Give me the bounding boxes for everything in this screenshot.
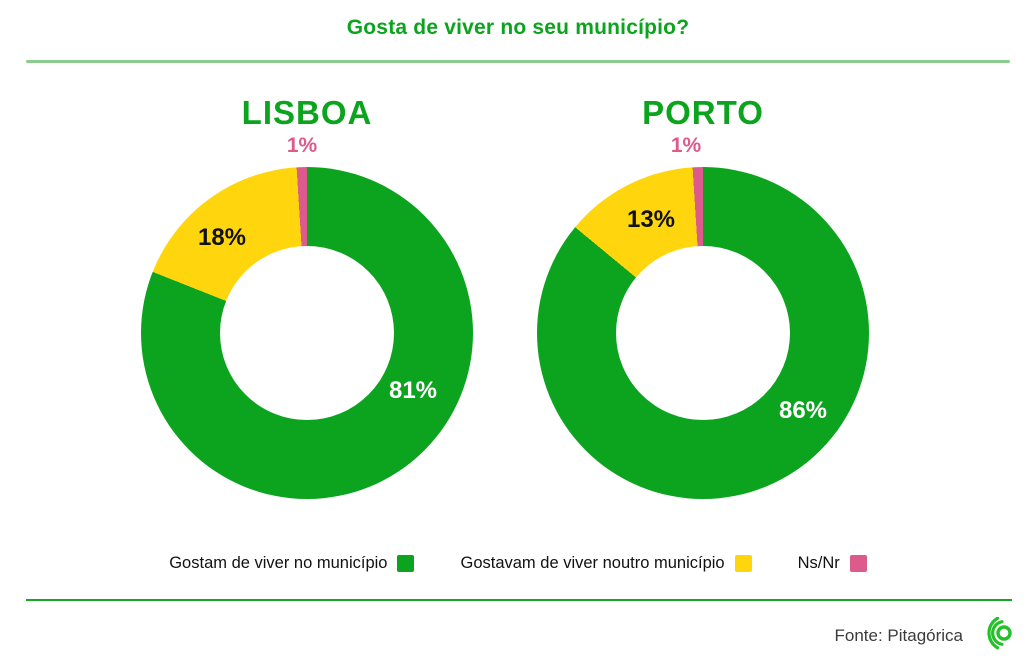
nsnr-callout-lisboa: 1% — [286, 134, 318, 157]
slice-label-yellow-lisboa: 18% — [197, 224, 247, 251]
pitagorica-logo-icon — [987, 617, 1012, 650]
nsnr-callout-porto: 1% — [670, 134, 702, 157]
donut-hole — [220, 246, 394, 420]
legend-label: Gostam de viver no município — [169, 554, 388, 572]
legend-swatch-pink-icon — [849, 555, 867, 572]
legend-item-nsnr: Ns/Nr — [798, 554, 867, 573]
legend-label: Ns/Nr — [797, 554, 840, 572]
legend-label: Gostavam de viver noutro município — [460, 554, 725, 572]
top-divider — [26, 60, 1010, 63]
donut-chart-lisboa: LISBOA 1% 18% 81% — [141, 94, 473, 499]
chart-title-lisboa: LISBOA — [241, 94, 373, 131]
legend: Gostam de viver no município Gostavam de… — [0, 554, 1036, 573]
legend-swatch-yellow-icon — [734, 555, 752, 572]
slice-label-green-porto: 86% — [778, 397, 828, 424]
legend-item-gostam: Gostam de viver no município — [169, 554, 415, 573]
slice-label-green-lisboa: 81% — [388, 377, 438, 404]
donut-chart-porto: PORTO 1% 13% 86% — [537, 94, 869, 499]
donut-ring-porto: 13% 86% — [537, 167, 869, 499]
legend-swatch-green-icon — [397, 555, 415, 572]
page-title: Gosta de viver no seu município? — [346, 16, 690, 39]
source-label: Fonte: Pitagórica — [834, 626, 963, 645]
slice-label-yellow-porto: 13% — [626, 206, 676, 233]
footer: Fonte: Pitagórica — [834, 614, 1015, 658]
legend-item-gostavam: Gostavam de viver noutro município — [460, 554, 752, 573]
donut-hole — [616, 246, 790, 420]
chart-title-porto: PORTO — [642, 94, 764, 131]
bottom-divider — [26, 599, 1012, 601]
donut-ring-lisboa: 18% 81% — [141, 167, 473, 499]
